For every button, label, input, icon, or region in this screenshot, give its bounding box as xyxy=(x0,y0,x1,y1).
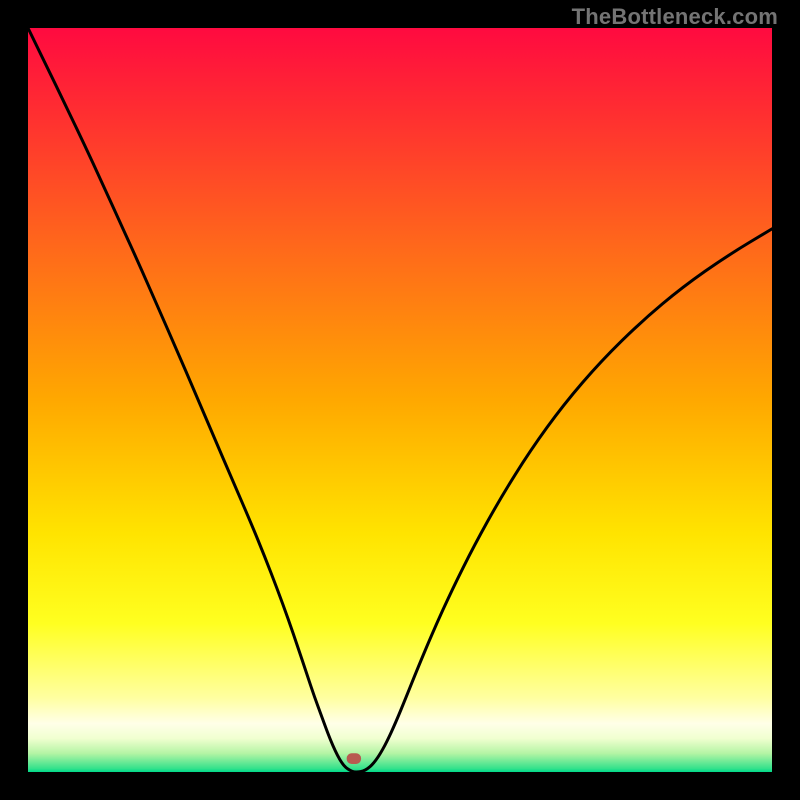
bottleneck-chart xyxy=(0,0,800,800)
chart-container: { "watermark": { "text": "TheBottleneck.… xyxy=(0,0,800,800)
watermark-text: TheBottleneck.com xyxy=(572,4,778,30)
minimum-marker xyxy=(347,754,360,764)
plot-background xyxy=(28,28,772,772)
